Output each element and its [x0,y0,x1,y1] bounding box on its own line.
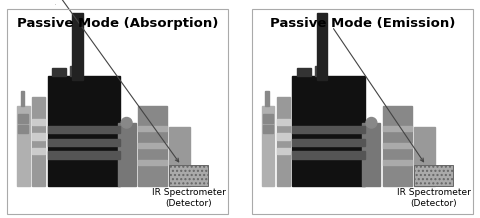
Bar [138,126,167,131]
Circle shape [354,0,370,2]
Bar [17,106,30,186]
Bar [315,66,326,76]
Bar [169,165,208,186]
Circle shape [69,0,84,3]
Bar [138,143,167,148]
Bar [48,151,120,159]
Bar [317,13,327,80]
Bar [265,91,269,106]
Ellipse shape [121,118,132,128]
Bar [262,106,275,186]
Bar [138,106,167,186]
Bar [276,97,290,186]
Bar [48,126,120,133]
Bar [48,139,120,146]
Text: Passive Mode (Absorption): Passive Mode (Absorption) [17,17,218,30]
Circle shape [320,0,338,1]
Text: IR Spectrometer
(Detector): IR Spectrometer (Detector) [396,188,470,208]
Bar [263,125,273,133]
Bar [32,119,46,125]
Bar [32,97,46,186]
Circle shape [117,0,128,3]
Bar [414,165,453,186]
Bar [48,76,120,186]
Bar [292,151,365,159]
Bar [18,114,28,123]
Bar [292,126,365,133]
Circle shape [311,0,322,3]
Circle shape [75,0,94,1]
Bar [169,127,190,186]
Bar [297,68,311,76]
Bar [118,123,136,186]
Bar [32,133,46,140]
Bar [32,148,46,155]
Bar [18,125,28,133]
Bar [383,160,412,165]
Bar [52,68,66,76]
Circle shape [314,0,329,3]
Bar [72,13,83,80]
Bar [383,126,412,131]
Circle shape [361,0,372,3]
Circle shape [109,0,125,2]
Bar [276,119,290,125]
Bar [263,114,273,123]
Bar [70,66,82,76]
Bar [414,127,434,186]
Bar [292,76,365,186]
Bar [383,143,412,148]
Ellipse shape [366,118,377,128]
Bar [292,139,365,146]
Bar [21,91,24,106]
Bar [276,148,290,155]
Bar [138,160,167,165]
Bar [276,133,290,140]
Bar [362,123,381,186]
Text: Passive Mode (Emission): Passive Mode (Emission) [270,17,455,30]
Bar [383,106,412,186]
Text: IR Spectrometer
(Detector): IR Spectrometer (Detector) [152,188,226,208]
Circle shape [66,0,77,3]
